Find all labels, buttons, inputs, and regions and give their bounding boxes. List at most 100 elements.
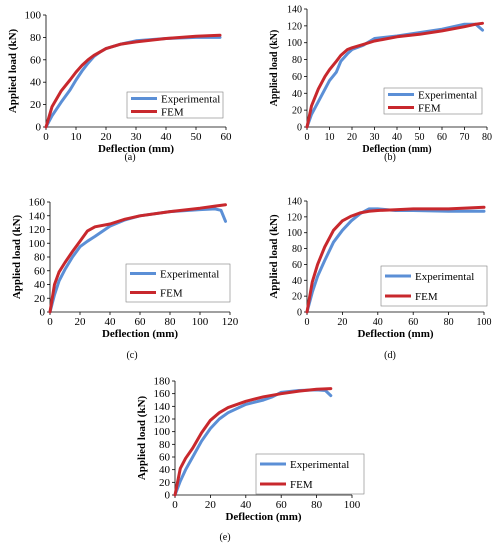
fem-series-line bbox=[48, 203, 227, 314]
y-tick-label: 80 bbox=[292, 55, 302, 66]
x-tick-label: 80 bbox=[444, 317, 454, 328]
y-tick-label: 40 bbox=[292, 276, 302, 287]
legend-label: FEM bbox=[418, 103, 441, 115]
y-tick-label: 120 bbox=[287, 21, 302, 32]
x-tick-label: 80 bbox=[165, 316, 177, 328]
x-tick-label: 40 bbox=[392, 132, 402, 143]
legend-box bbox=[255, 453, 365, 495]
x-tick-label: 70 bbox=[460, 132, 470, 143]
y-tick-label: 80 bbox=[292, 244, 302, 255]
y-tick-label: 80 bbox=[30, 32, 42, 44]
x-tick-label: 10 bbox=[71, 131, 83, 143]
chart-panel-c: 0 20 40 60 80 100 120 0 20 40 60 80 100 120 140 160 Defl… bbox=[0, 192, 240, 362]
x-tick-label: 0 bbox=[47, 316, 53, 328]
x-tick-label: 0 bbox=[305, 132, 310, 143]
y-tick-label: 120 bbox=[154, 414, 171, 426]
chart-panel-a: 0 10 20 30 40 50 60 0 20 40 60 80 100 Deflection (mm)… bbox=[0, 0, 240, 165]
x-tick-label: 20 bbox=[337, 317, 347, 328]
y-tick-label: 0 bbox=[297, 308, 302, 319]
experimental-series-line bbox=[48, 207, 227, 314]
x-tick-label: 20 bbox=[101, 131, 113, 143]
x-tick-label: 40 bbox=[240, 499, 252, 511]
chart-e: 0 20 40 60 80 100020406080100120140160180Defl… bbox=[136, 376, 365, 523]
fem-series-line bbox=[305, 205, 486, 314]
x-axis-label: Deflection (mm) bbox=[357, 328, 433, 340]
y-tick-label: 120 bbox=[29, 224, 46, 236]
legend-label: Experimental bbox=[161, 94, 220, 106]
legend-label: FEM bbox=[290, 479, 313, 491]
y-tick-label: 140 bbox=[154, 401, 171, 413]
fem-series-line bbox=[173, 387, 333, 497]
x-tick-label: 120 bbox=[222, 316, 239, 328]
y-tick-label: 0 bbox=[40, 307, 46, 319]
y-tick-label: 180 bbox=[154, 376, 171, 388]
y-tick-label: 120 bbox=[287, 212, 302, 223]
chart-c: 0 20 40 60 80 100 120020406080100120140160Defl… bbox=[11, 197, 239, 341]
y-axis-label: Applied load (kN) bbox=[11, 214, 23, 299]
y-tick-label: 20 bbox=[292, 106, 302, 117]
caption-a: (a) bbox=[124, 152, 136, 163]
x-tick-label: 60 bbox=[276, 499, 288, 511]
x-axis-label: Deflection (mm) bbox=[98, 143, 174, 155]
legend-box bbox=[125, 263, 231, 303]
y-tick-label: 40 bbox=[159, 464, 171, 476]
y-tick-label: 60 bbox=[159, 452, 171, 464]
x-tick-label: 80 bbox=[311, 499, 323, 511]
y-tick-label: 100 bbox=[29, 238, 46, 250]
legend-label: FEM bbox=[415, 291, 438, 303]
legend-label: Experimental bbox=[415, 271, 474, 283]
legend-label: Experimental bbox=[160, 269, 219, 281]
y-axis-label: Applied load (kN) bbox=[268, 214, 280, 299]
x-tick-label: 60 bbox=[221, 131, 233, 143]
y-tick-label: 0 bbox=[297, 123, 302, 134]
legend-box bbox=[380, 265, 488, 307]
y-tick-label: 40 bbox=[30, 77, 42, 89]
x-tick-label: 0 bbox=[305, 317, 310, 328]
y-axis-label: Applied load (kN) bbox=[136, 395, 148, 480]
y-tick-label: 20 bbox=[30, 99, 42, 111]
y-tick-label: 100 bbox=[25, 10, 42, 22]
x-tick-label: 60 bbox=[408, 317, 418, 328]
y-tick-label: 60 bbox=[34, 265, 46, 277]
fem-series-line bbox=[44, 33, 222, 129]
y-tick-label: 80 bbox=[34, 252, 46, 264]
y-axis-label: Applied load (kN) bbox=[7, 28, 19, 113]
caption-d: (d) bbox=[384, 350, 396, 361]
caption-b: (b) bbox=[384, 152, 396, 163]
x-tick-label: 40 bbox=[161, 131, 173, 143]
y-tick-label: 40 bbox=[34, 279, 46, 291]
y-tick-label: 20 bbox=[159, 477, 171, 489]
y-tick-label: 80 bbox=[159, 439, 171, 451]
y-tick-label: 140 bbox=[287, 5, 302, 16]
y-tick-label: 100 bbox=[287, 228, 302, 239]
y-tick-label: 160 bbox=[29, 197, 46, 209]
x-tick-label: 80 bbox=[482, 132, 492, 143]
caption-e: (e) bbox=[219, 532, 231, 543]
x-axis-label: Deflection (mm) bbox=[225, 511, 301, 523]
x-tick-label: 100 bbox=[192, 316, 209, 328]
y-tick-label: 60 bbox=[30, 54, 42, 66]
legend-label: Experimental bbox=[418, 90, 477, 102]
x-tick-label: 20 bbox=[75, 316, 87, 328]
experimental-series-line bbox=[305, 22, 484, 129]
x-tick-label: 40 bbox=[105, 316, 117, 328]
legend-label: FEM bbox=[160, 288, 183, 300]
y-tick-label: 20 bbox=[292, 292, 302, 303]
legend-label: FEM bbox=[161, 107, 184, 119]
y-tick-label: 100 bbox=[154, 426, 171, 438]
y-tick-label: 140 bbox=[287, 197, 302, 208]
legend-box bbox=[383, 87, 483, 115]
chart-b: 0 10 20 30 40 50 60 70 80 0 20 40 60 80 100 120 140 Defle… bbox=[269, 5, 492, 156]
chart-a: 0 10 20 30 40 50 60 0 20 40 60 80 100 Deflection (mm)… bbox=[7, 10, 233, 156]
y-tick-label: 0 bbox=[165, 490, 171, 502]
y-tick-label: 160 bbox=[154, 388, 171, 400]
y-tick-label: 140 bbox=[29, 210, 46, 222]
x-tick-label: 50 bbox=[415, 132, 425, 143]
x-tick-label: 100 bbox=[344, 499, 361, 511]
x-tick-label: 60 bbox=[135, 316, 147, 328]
x-tick-label: 20 bbox=[347, 132, 357, 143]
x-tick-label: 0 bbox=[172, 499, 178, 511]
chart-panel-e: 0 20 40 60 80 100 0 20 40 60 80 100 120 140 160 180 Defl… bbox=[126, 370, 376, 550]
chart-panel-b: 0 10 20 30 40 50 60 70 80 0 20 40 60 80 100 120 140 Defle… bbox=[255, 0, 500, 165]
x-tick-label: 10 bbox=[325, 132, 335, 143]
